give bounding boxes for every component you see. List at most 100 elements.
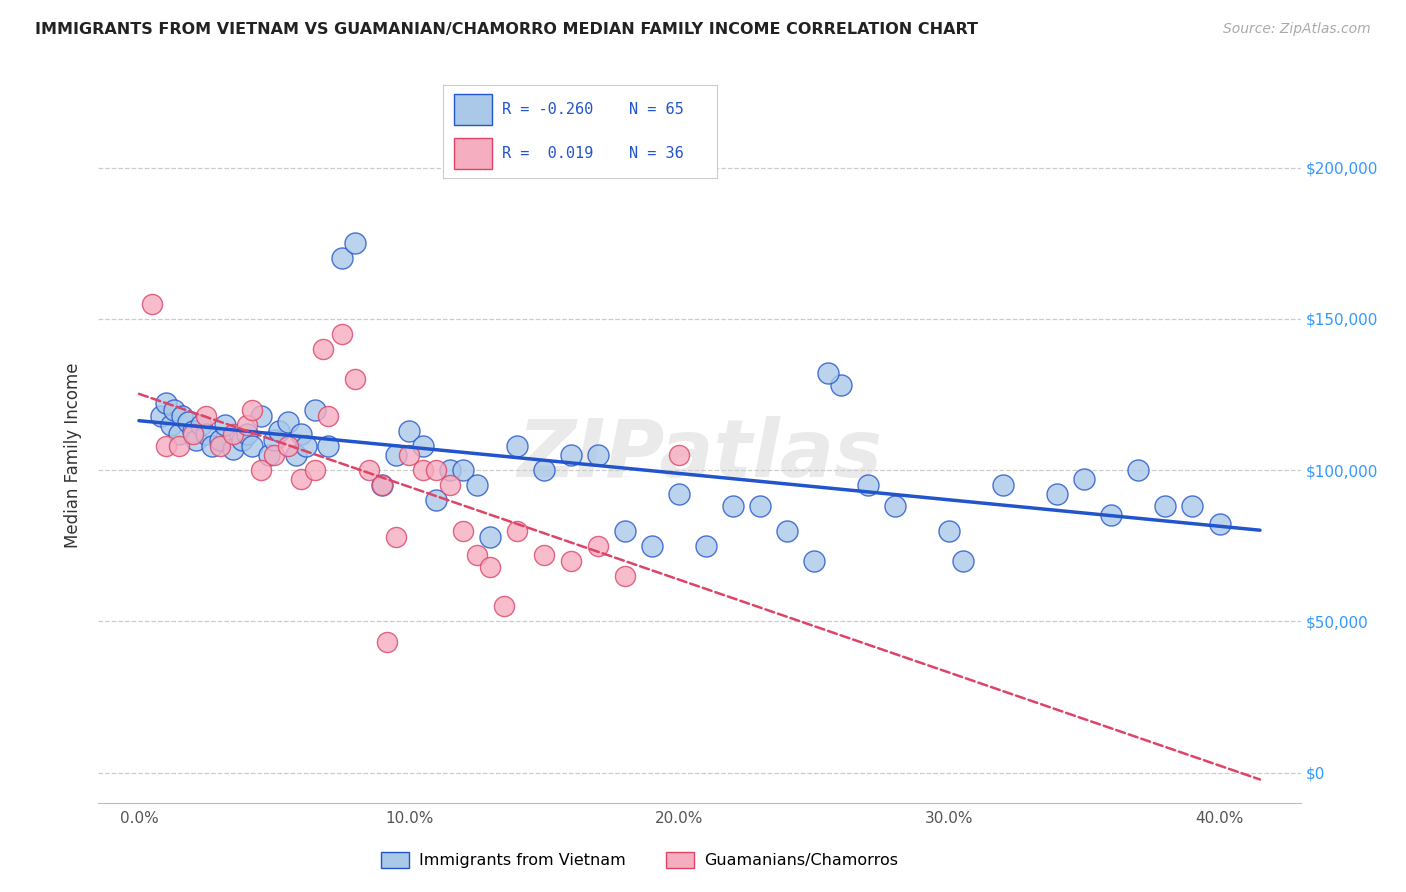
- Point: [316, 409, 339, 423]
- Point: [249, 463, 271, 477]
- Point: [257, 448, 280, 462]
- Point: [586, 448, 609, 462]
- Point: [371, 478, 394, 492]
- Point: [560, 554, 582, 568]
- Point: [304, 402, 326, 417]
- Point: [451, 463, 474, 477]
- Point: [439, 478, 461, 492]
- Point: [371, 478, 394, 492]
- Point: [295, 439, 318, 453]
- Point: [208, 439, 231, 453]
- Point: [479, 530, 502, 544]
- Text: Source: ZipAtlas.com: Source: ZipAtlas.com: [1223, 22, 1371, 37]
- Point: [533, 463, 555, 477]
- Point: [160, 417, 183, 432]
- Point: [184, 433, 207, 447]
- Point: [858, 478, 880, 492]
- Point: [451, 524, 474, 538]
- Point: [398, 424, 420, 438]
- Point: [465, 478, 488, 492]
- Point: [1128, 463, 1150, 477]
- Point: [231, 433, 253, 447]
- Point: [384, 448, 406, 462]
- Bar: [454, 95, 492, 125]
- Point: [884, 500, 907, 514]
- Point: [1154, 500, 1177, 514]
- Text: R = -0.260: R = -0.260: [502, 102, 593, 117]
- Point: [155, 396, 177, 410]
- Point: [190, 417, 212, 432]
- Point: [290, 472, 312, 486]
- Point: [269, 424, 291, 438]
- Text: IMMIGRANTS FROM VIETNAM VS GUAMANIAN/CHAMORRO MEDIAN FAMILY INCOME CORRELATION C: IMMIGRANTS FROM VIETNAM VS GUAMANIAN/CHA…: [35, 22, 979, 37]
- Text: R =  0.019: R = 0.019: [502, 146, 593, 161]
- Point: [304, 463, 326, 477]
- Point: [668, 448, 690, 462]
- Point: [208, 433, 231, 447]
- Point: [1046, 487, 1069, 501]
- Point: [425, 463, 447, 477]
- Point: [214, 417, 236, 432]
- Point: [830, 378, 852, 392]
- Point: [242, 402, 264, 417]
- Text: N = 65: N = 65: [630, 102, 685, 117]
- Point: [1073, 472, 1095, 486]
- Point: [222, 442, 245, 456]
- Point: [155, 439, 177, 453]
- Point: [506, 439, 529, 453]
- Point: [749, 500, 772, 514]
- Point: [641, 539, 664, 553]
- Point: [384, 530, 406, 544]
- Point: [614, 524, 637, 538]
- Point: [614, 569, 637, 583]
- Point: [1181, 500, 1204, 514]
- Point: [412, 439, 434, 453]
- Point: [290, 426, 312, 441]
- Point: [586, 539, 609, 553]
- Point: [242, 439, 264, 453]
- Point: [560, 448, 582, 462]
- Point: [776, 524, 799, 538]
- Point: [163, 402, 186, 417]
- Point: [311, 342, 333, 356]
- Point: [425, 493, 447, 508]
- Point: [316, 439, 339, 453]
- Point: [668, 487, 690, 501]
- Point: [938, 524, 960, 538]
- Point: [276, 415, 298, 429]
- Point: [492, 599, 515, 614]
- Point: [201, 439, 224, 453]
- Point: [181, 424, 204, 438]
- Point: [479, 559, 502, 574]
- Point: [723, 500, 745, 514]
- Point: [169, 439, 191, 453]
- Y-axis label: Median Family Income: Median Family Income: [65, 362, 83, 548]
- Point: [169, 426, 191, 441]
- Point: [222, 426, 245, 441]
- Point: [195, 409, 218, 423]
- Point: [952, 554, 974, 568]
- Point: [1208, 517, 1230, 532]
- Point: [284, 448, 307, 462]
- Point: [263, 448, 285, 462]
- Point: [506, 524, 529, 538]
- Point: [398, 448, 420, 462]
- Point: [1101, 508, 1123, 523]
- Point: [330, 252, 353, 266]
- Text: ZIPatlas: ZIPatlas: [517, 416, 882, 494]
- Point: [249, 409, 271, 423]
- Point: [439, 463, 461, 477]
- Point: [236, 426, 259, 441]
- Point: [993, 478, 1015, 492]
- Point: [141, 296, 163, 310]
- Point: [181, 426, 204, 441]
- Point: [263, 433, 285, 447]
- Point: [533, 548, 555, 562]
- Point: [236, 417, 259, 432]
- Point: [465, 548, 488, 562]
- Point: [412, 463, 434, 477]
- Point: [276, 439, 298, 453]
- Point: [176, 415, 198, 429]
- Point: [149, 409, 172, 423]
- Point: [817, 366, 839, 380]
